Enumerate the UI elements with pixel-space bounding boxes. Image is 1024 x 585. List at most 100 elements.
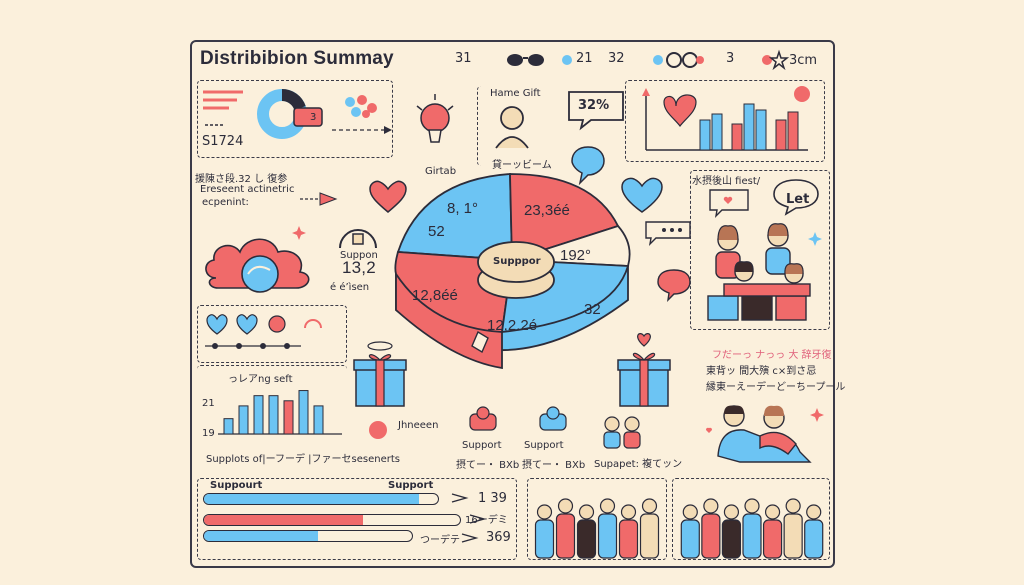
hug-illustration (705, 405, 812, 463)
beads-icon (653, 52, 704, 68)
arrow-dashed-icon (332, 126, 392, 134)
crowd-person (804, 504, 824, 559)
small-bar-chart (218, 390, 342, 435)
heart-icon (369, 180, 407, 213)
bottom-bars-panel (197, 478, 517, 560)
pie-chart (394, 173, 631, 370)
small-chart-divider (197, 365, 347, 427)
small-chart-footer: Supplots of|ーフーデ |ファーセsesenerts (206, 454, 400, 465)
pie-label-1: 8, 1° (447, 200, 479, 217)
badge-value: 3 (310, 112, 317, 123)
progress-bar-1 (203, 493, 439, 505)
support-meter-sub: é é’ìsen (330, 282, 370, 293)
chat-blue-icon (571, 146, 605, 186)
progress-bar-3 (203, 530, 413, 542)
support-sub-2: 摂てー・ BXb (522, 460, 586, 471)
crowd-left-illustration (534, 498, 660, 559)
bar-value-2: 16ーデミ (465, 515, 508, 526)
right-text-1: フだーっ ナっっ 大 辞牙復 (712, 350, 832, 361)
crowd-person (597, 498, 618, 559)
right-text-2: 東背ッ 間大殥 c×到さ忌 (706, 366, 817, 377)
heart-bubble-icon (709, 189, 749, 219)
crowd-person (618, 504, 639, 559)
small-chart-bar (238, 405, 249, 435)
dashes-icon (205, 124, 223, 126)
small-chart-bar (298, 390, 309, 435)
header-value-4: 3 (726, 51, 735, 66)
pie-label-7: 32 (584, 301, 601, 318)
header-value-1: 31 (455, 51, 472, 66)
bars-label-a: Suppourt (210, 480, 263, 491)
small-chart-bar (313, 405, 324, 435)
crowd-person (721, 504, 742, 559)
progress-bar-2 (203, 514, 461, 526)
crowd-person (701, 498, 721, 559)
header-value-2: 21 (576, 51, 593, 66)
bar-arrow3-text: つーデテ (420, 535, 460, 546)
support-label-1: Support (462, 440, 502, 451)
panel-code: S1724 (202, 134, 244, 149)
arrow-icon-1 (451, 493, 469, 503)
bulb-label: Girtab (425, 166, 457, 177)
molecule-icon (345, 95, 377, 118)
small-chart-bar (283, 400, 294, 435)
crowd-person (680, 504, 700, 559)
speech-bubble-icon (568, 91, 624, 131)
group-panel (690, 170, 830, 330)
crowd-person (555, 498, 576, 559)
small-chart-bar (253, 395, 264, 435)
small-chart-bar (223, 418, 234, 435)
hearts-timeline (205, 314, 322, 349)
group-panel-heading: 水摂後山 fiest/ (692, 176, 761, 187)
crowd-person (534, 504, 555, 559)
small-chart-heading: っレアng seft (228, 374, 293, 385)
percent-callout: 32% (578, 98, 610, 113)
dot-icon (562, 55, 572, 65)
gauge-icon (339, 229, 377, 249)
cloud-icon (205, 238, 310, 293)
typing-bubble-icon (645, 221, 691, 247)
gift-divider (477, 86, 547, 166)
support-meter-label: Suppon (340, 250, 378, 261)
left-heading: 援陳さ段.32 し 復参 (195, 174, 288, 185)
sparkle-icon-2 (808, 232, 822, 246)
let-bubble-icon (773, 179, 819, 216)
support-icon-2 (539, 406, 567, 431)
pie-center-label: Supppor (493, 256, 541, 267)
left-text-2: Ereseent actinetric (200, 184, 295, 195)
crowd-person (783, 498, 803, 559)
bar-value-1: 1 39 (478, 491, 507, 506)
arrow-icon-3 (461, 533, 479, 543)
left-text-3: ecpenint: (202, 197, 249, 208)
support-icon-1 (469, 406, 497, 431)
arrow-right-icon (300, 192, 338, 206)
top-right-chart-panel (625, 80, 825, 162)
donut-chart-icon (257, 89, 323, 139)
gift-box-left-icon (353, 341, 407, 407)
menu-lines-icon (203, 90, 243, 110)
bars-label-b: Support (388, 480, 434, 491)
crowd-panel-left (527, 478, 667, 560)
pie-label-2: 23,3éé (524, 202, 570, 219)
crowd-person (762, 504, 783, 559)
sparkle-icon-3 (810, 408, 824, 422)
bar-value-3: 369 (486, 530, 511, 545)
header-value-3: 32 (608, 51, 625, 66)
support-sub-1: 摂てー・ BXb (456, 460, 520, 471)
bottom-small-label: Jhneeen (398, 420, 439, 431)
small-chart-ylabel-1: 21 (202, 398, 215, 409)
support-meter-value: 13,2 (342, 258, 376, 277)
person-bust-icon (495, 106, 529, 149)
page-title: Distribibion Summay (200, 48, 394, 69)
pie-label-4: 192° (560, 247, 592, 264)
sparkle-icon (292, 226, 306, 240)
header-value-5: 3cm (789, 53, 818, 68)
crowd-person (639, 498, 660, 559)
timeline-panel (197, 305, 347, 363)
crowd-panel-right (672, 478, 830, 560)
gift-sub: 貸ーッビーム (492, 160, 552, 171)
support-label-2: Support (524, 440, 564, 451)
gift-title: Hame Gift (490, 88, 541, 99)
right-text-3: 縁東ーえーデーどーちープール (706, 382, 846, 393)
top-left-panel (197, 80, 393, 158)
